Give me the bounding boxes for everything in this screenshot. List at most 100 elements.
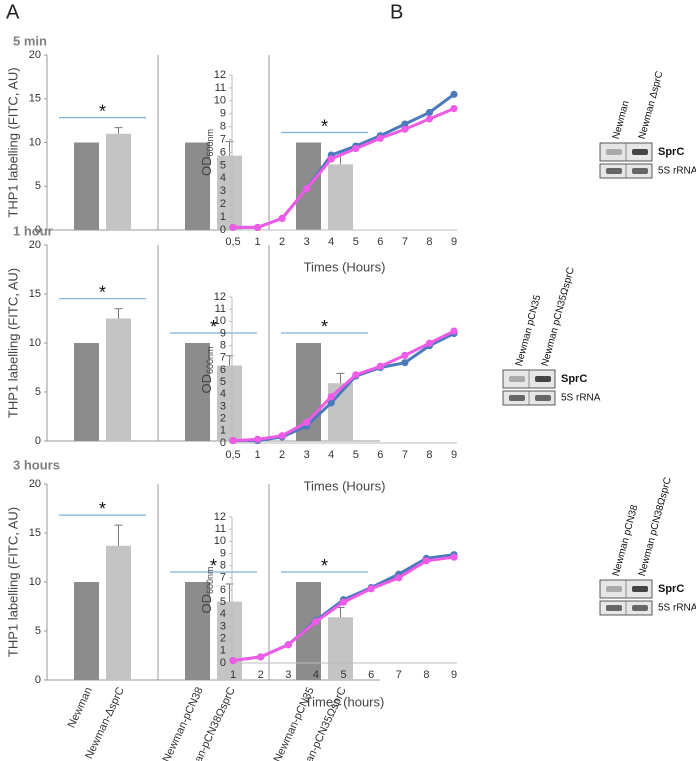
y-axis-label: OD600nm [199,129,215,176]
data-point [303,185,311,193]
blot-band [632,605,648,611]
y-tick-label: 0 [220,437,226,449]
x-tick-label: 3 [304,449,310,461]
y-tick-label: 11 [215,523,226,535]
y-tick-label: 4 [220,172,226,184]
x-tick-label: 6 [368,669,374,681]
lane-label: Newman [611,99,632,140]
x-tick-label: 7 [402,236,408,248]
y-tick-label: 6 [220,584,226,596]
bar [106,545,131,680]
bar [217,155,242,230]
blot-band [606,168,622,174]
y-tick-label: 1 [220,645,226,657]
data-point [401,125,409,133]
lane-label: Newman ΔsprC [637,70,666,140]
data-point [450,553,458,561]
x-axis-label: Times (hours) [305,694,385,709]
data-point [352,145,360,153]
significance-star: * [210,317,217,337]
x-tick-label: 2 [279,236,285,248]
x-tick-label: 9 [451,669,457,681]
x-axis-label: Times (Hours) [304,478,386,493]
y-tick-label: 11 [215,82,226,94]
band-label: 5S rRNA [658,603,696,614]
data-point [376,362,384,370]
y-tick-label: 6 [220,364,226,376]
x-tick-label: 2 [279,449,285,461]
y-axis-label: OD600nm [199,346,215,393]
blot-band [535,395,551,401]
significance-star: * [321,116,328,136]
y-tick-label: 10 [29,136,41,148]
data-point [450,327,458,335]
y-tick-label: 8 [220,560,226,572]
y-tick-label: 0 [220,657,226,669]
y-tick-label: 12 [214,291,226,303]
data-point [401,351,409,359]
y-tick-label: 6 [220,146,226,158]
y-tick-label: 0 [220,224,226,236]
data-point [367,585,375,593]
y-tick-label: 5 [35,625,41,637]
data-point [278,432,286,440]
y-tick-label: 10 [29,337,41,349]
chart-title: 3 hours [13,457,60,472]
y-tick-label: 11 [215,303,226,315]
significance-star: * [321,317,328,337]
y-tick-label: 2 [220,633,226,645]
data-point [327,393,335,401]
blot-band [535,376,551,382]
y-tick-label: 1 [220,211,226,223]
band-label: SprC [658,583,684,595]
bar [185,582,210,680]
data-point [339,598,348,606]
y-tick-label: 15 [29,527,41,539]
y-tick-label: 3 [220,620,226,632]
y-tick-label: 5 [220,376,226,388]
x-tick-label: 3 [304,236,310,248]
blot-band [632,168,648,174]
data-point [312,618,320,626]
y-axis-label-main: OD [199,157,214,177]
y-tick-label: 5 [35,386,41,398]
y-tick-label: 8 [220,121,226,133]
y-tick-label: 5 [220,596,226,608]
significance-star: * [210,556,217,576]
y-tick-label: 3 [220,400,226,412]
y-axis-label-main: OD [199,374,214,394]
y-tick-label: 4 [220,608,226,620]
data-point [425,108,434,117]
significance-star: * [99,499,106,519]
x-tick-label: 4 [313,669,319,681]
data-point [303,418,311,426]
lane-label: Newman pCN35 [514,293,544,367]
x-tick-label: 6 [377,449,383,461]
data-point [376,134,384,142]
blot-band [509,376,525,382]
data-point [425,339,434,347]
y-tick-label: 12 [214,69,226,81]
data-point [229,223,237,232]
x-tick-label: 7 [396,669,402,681]
x-tick-label: 7 [402,449,408,461]
chart-title: 5 min [13,33,47,48]
y-tick-label: 0 [35,435,41,447]
blot-band [606,586,622,592]
x-tick-label: 9 [451,449,457,461]
y-tick-label: 10 [214,95,226,107]
blot-band [632,586,648,592]
x-tick-label: Newman [66,685,95,729]
series-line [233,107,455,229]
x-tick-label: 1 [254,449,260,461]
x-tick-label: 0,5 [225,236,240,248]
y-tick-label: 5 [220,159,226,171]
x-tick-label: 5 [353,236,359,248]
y-tick-label: 7 [220,572,226,584]
data-point [284,641,292,649]
x-tick-label: 8 [423,669,429,681]
data-point [401,120,409,128]
x-tick-label: 5 [353,449,359,461]
x-tick-label: 6 [377,236,383,248]
